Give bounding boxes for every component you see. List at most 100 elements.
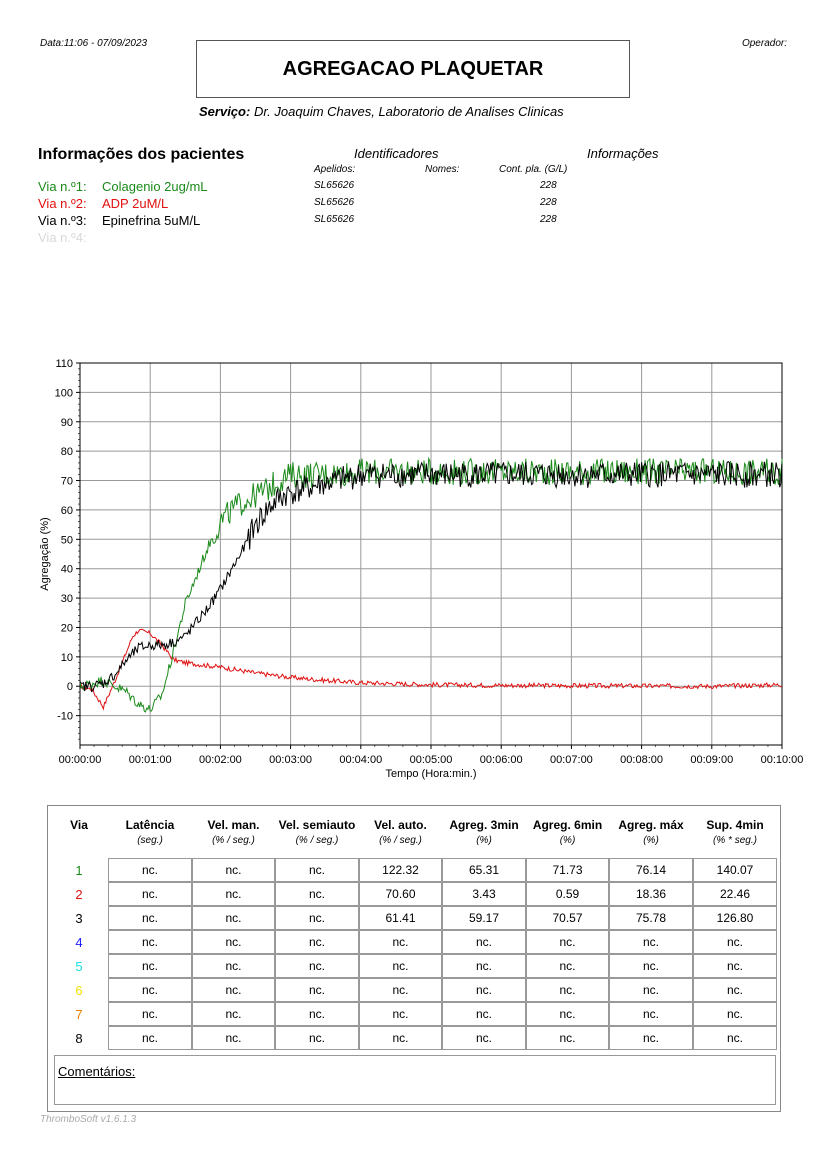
comments-box: Comentários: xyxy=(54,1055,776,1105)
lane-label: Via n.º1: xyxy=(38,179,87,194)
table-row: 5 nc. nc. nc. nc. nc. nc. nc. nc. xyxy=(50,954,777,978)
lane-platelets: 228 xyxy=(540,180,557,191)
result-cell: nc. xyxy=(359,930,442,954)
lane-reagent: Colagenio 2ug/mL xyxy=(102,179,208,194)
lane-platelets: 228 xyxy=(540,214,557,225)
lane-row: Via n.º3: Epinefrina 5uM/L xyxy=(38,213,200,228)
y-tick-label: 50 xyxy=(61,534,73,546)
result-cell: nc. xyxy=(108,1002,192,1026)
identifiers-title: Identificadores xyxy=(354,146,439,161)
results-panel: Via Latência Vel. man. Vel. semiauto Vel. au… xyxy=(47,805,781,1112)
lane-row: Via n.º1: Colagenio 2ug/mL xyxy=(38,179,208,194)
column-header: Vel. auto. xyxy=(374,818,427,832)
lane-reagent: ADP 2uM/L xyxy=(102,196,169,211)
col-names: Nomes: xyxy=(425,164,460,175)
result-cell: nc. xyxy=(108,930,192,954)
info-title: Informações xyxy=(587,146,659,161)
x-tick-label: 00:10:00 xyxy=(761,754,804,766)
result-cell: nc. xyxy=(192,882,275,906)
result-cell: nc. xyxy=(192,954,275,978)
y-tick-label: 90 xyxy=(61,417,73,429)
x-tick-label: 00:01:00 xyxy=(129,754,172,766)
column-header: Latência xyxy=(125,818,175,832)
result-cell: nc. xyxy=(609,930,693,954)
software-version: ThromboSoft v1.6.1.3 xyxy=(40,1114,137,1125)
result-cell: nc. xyxy=(108,978,192,1002)
result-cell: nc. xyxy=(275,882,359,906)
y-tick-label: 80 xyxy=(61,446,73,458)
result-cell: nc. xyxy=(192,858,275,882)
result-cell: nc. xyxy=(275,1002,359,1026)
result-cell: nc. xyxy=(359,954,442,978)
table-row: 8 nc. nc. nc. nc. nc. nc. nc. nc. xyxy=(50,1026,777,1050)
result-cell: 140.07 xyxy=(693,858,777,882)
x-tick-label: 00:08:00 xyxy=(620,754,663,766)
column-header: Via xyxy=(70,818,88,832)
operator-label: Operador: xyxy=(741,38,787,49)
column-unit: (seg.) xyxy=(137,835,163,846)
report-title: AGREGACAO PLAQUETAR xyxy=(196,40,630,98)
result-cell: nc. xyxy=(192,1002,275,1026)
y-tick-label: 110 xyxy=(55,358,73,370)
result-cell: nc. xyxy=(108,1026,192,1050)
y-tick-label: 10 xyxy=(61,652,73,664)
result-cell: 22.46 xyxy=(693,882,777,906)
result-cell: nc. xyxy=(192,930,275,954)
column-unit: (% / seg.) xyxy=(295,835,339,846)
col-platelets: Cont. pla. (G/L) xyxy=(499,164,568,175)
plot-frame xyxy=(79,362,783,746)
x-tick-label: 00:02:00 xyxy=(199,754,242,766)
result-cell: nc. xyxy=(108,954,192,978)
lane-surname: SL65626 xyxy=(314,214,355,225)
result-cell: nc. xyxy=(108,906,192,930)
column-unit: (% / seg.) xyxy=(212,835,255,846)
lane-label: Via n.º3: xyxy=(38,213,87,228)
result-cell: 3.43 xyxy=(442,882,526,906)
service-line: Serviço: Dr. Joaquim Chaves, Laboratorio… xyxy=(199,104,564,119)
result-cell: nc. xyxy=(442,1002,526,1026)
result-cell: 126.80 xyxy=(693,906,777,930)
service-value: Dr. Joaquim Chaves, Laboratorio de Anali… xyxy=(253,104,564,119)
via-number: 4 xyxy=(75,934,83,950)
result-cell: 76.14 xyxy=(609,858,693,882)
result-cell: nc. xyxy=(526,930,609,954)
result-cell: nc. xyxy=(275,930,359,954)
result-cell: nc. xyxy=(526,978,609,1002)
y-tick-label: 60 xyxy=(61,505,73,517)
lane-surname: SL65626 xyxy=(314,197,355,208)
result-cell: nc. xyxy=(192,1026,275,1050)
results-unit-row: (seg.) (% / seg.) (% / seg.) (% / seg.) (%) (… xyxy=(50,834,777,858)
x-tick-label: 00:04:00 xyxy=(339,754,382,766)
column-unit: (%) xyxy=(476,835,492,846)
result-cell: 18.36 xyxy=(609,882,693,906)
lane-row: Via n.º2: ADP 2uM/L xyxy=(38,196,168,211)
x-tick-label: 00:03:00 xyxy=(269,754,312,766)
column-header: Vel. man. xyxy=(207,818,260,832)
result-cell: nc. xyxy=(609,978,693,1002)
result-cell: 70.57 xyxy=(526,906,609,930)
lane-reagent: Epinefrina 5uM/L xyxy=(102,213,201,228)
result-cell: nc. xyxy=(693,1026,777,1050)
column-unit xyxy=(50,834,108,858)
table-row: 2 nc. nc. nc. 70.60 3.43 0.59 18.36 22.46 xyxy=(50,882,777,906)
result-cell: 0.59 xyxy=(526,882,609,906)
via-number: 8 xyxy=(75,1030,83,1046)
result-cell: 65.31 xyxy=(442,858,526,882)
table-row: 1 nc. nc. nc. 122.32 65.31 71.73 76.14 140.07 xyxy=(50,858,777,882)
result-cell: nc. xyxy=(442,1026,526,1050)
via-number: 1 xyxy=(75,862,83,878)
result-cell: nc. xyxy=(526,1026,609,1050)
via-number: 6 xyxy=(75,982,83,998)
result-cell: nc. xyxy=(526,954,609,978)
table-row: 6 nc. nc. nc. nc. nc. nc. nc. nc. xyxy=(50,978,777,1002)
result-cell: nc. xyxy=(359,1002,442,1026)
result-cell: nc. xyxy=(609,954,693,978)
result-cell: nc. xyxy=(609,1002,693,1026)
x-tick-label: 00:05:00 xyxy=(410,754,453,766)
table-row: 3 nc. nc. nc. 61.41 59.17 70.57 75.78 126.80 xyxy=(50,906,777,930)
result-cell: 70.60 xyxy=(359,882,442,906)
result-cell: nc. xyxy=(359,1026,442,1050)
lane-label: Via n.º4: xyxy=(38,230,87,245)
series-line-via-2 xyxy=(79,456,783,713)
